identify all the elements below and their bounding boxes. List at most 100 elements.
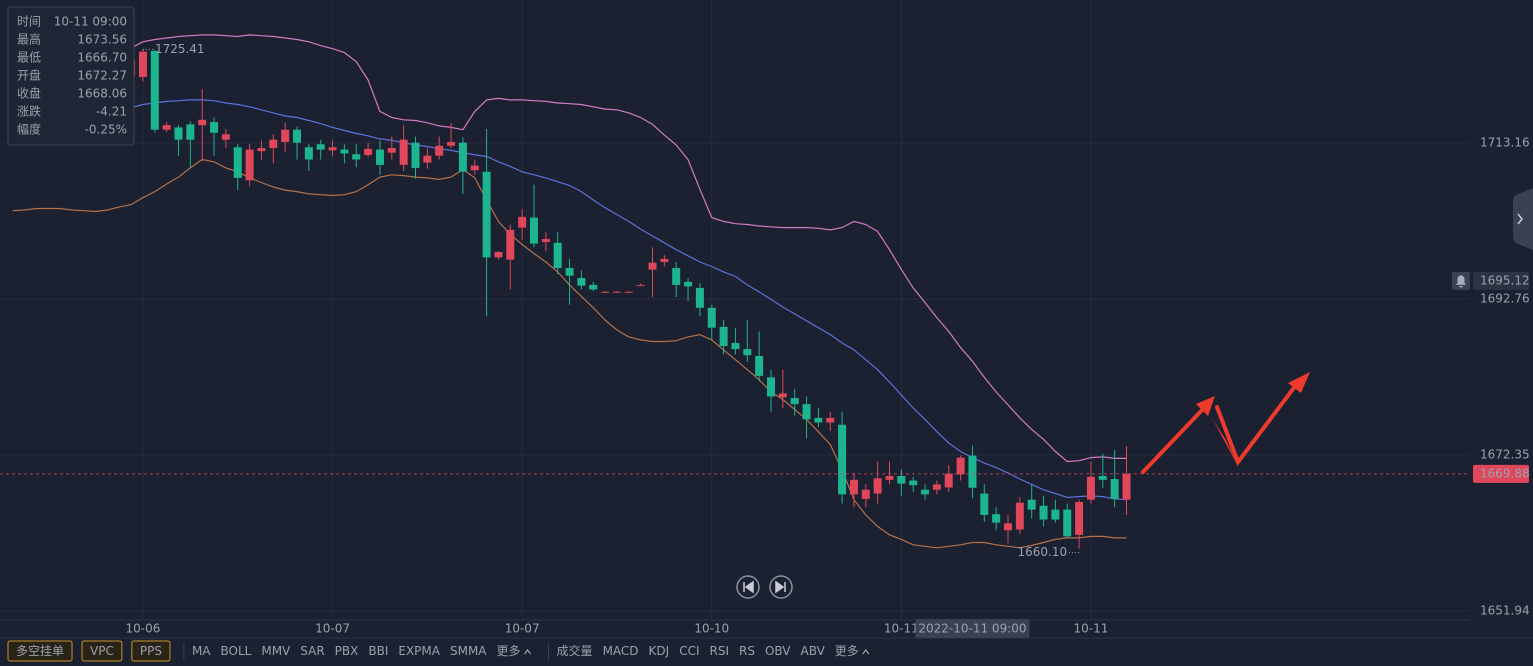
indicator-button[interactable]: BBI [368,644,388,658]
candle-body [731,342,740,350]
candle-body [304,147,313,160]
candle-body [873,478,882,494]
candle-body [767,377,775,397]
indicator-button[interactable]: CCI [679,644,699,658]
candle-body [885,475,894,480]
indicator-button[interactable]: SAR [300,644,324,658]
candle-body [470,165,479,171]
indicator-button[interactable]: MACD [603,644,639,658]
info-value: 1673.56 [77,33,127,47]
candle-body [162,125,171,130]
candle-body [1015,502,1024,530]
info-label: 开盘 [17,68,41,83]
side-panel-tab[interactable] [1513,188,1533,250]
info-value: 10-11 09:00 [54,15,127,29]
indicator-button[interactable]: OBV [765,644,791,658]
candle-body [778,393,787,398]
info-value: 1672.27 [77,69,127,83]
y-tick-label: 1713.16 [1480,136,1530,150]
x-tick-label: 10-10 [694,622,729,636]
toolbar: 多空挂单 VPC PPS MA BOLL MMV SAR PBX BBI EXPMA SMMA 更多 成… [7,640,870,662]
caret-icon [862,649,870,655]
candle-body [482,171,491,258]
info-label: 幅度 [17,122,41,137]
indicator-button[interactable]: ABV [801,644,826,658]
candle-body [601,291,610,293]
candle-body [553,242,562,269]
indicator-button[interactable]: 更多 [835,644,859,658]
y-tick-label: 1672.35 [1480,447,1530,461]
side-panel-icon [1517,213,1523,225]
alert-price-label: 1695.12 [1480,273,1530,287]
last-price-tag [1473,464,1529,483]
indicator-button[interactable]: EXPMA [398,644,440,658]
candle-body [328,147,337,151]
info-label: 最高 [17,32,41,47]
candle-body [423,155,432,163]
prev-button[interactable] [736,575,760,599]
candle-body [790,398,799,405]
annotation-arrows [1141,383,1298,474]
candle-body [1122,473,1131,500]
candle-body [530,217,538,244]
toolbar-button[interactable] [131,640,171,662]
playback-controls [736,575,793,599]
candle-body [435,145,444,156]
candle-body [684,281,693,287]
crosshair-label-bg [915,619,1030,638]
candle-body [992,514,1001,523]
candle-body [755,355,764,376]
candle-body [1039,505,1048,520]
arrow-line [1215,383,1298,467]
info-value: -0.25% [85,123,127,137]
candle-body [743,349,752,356]
toolbar-button-label: 多空挂单 [16,644,64,658]
info-value: 1666.70 [77,51,127,65]
alert-icon [1456,275,1466,288]
candle-body [221,134,230,140]
candle-body [932,484,941,490]
indicator-button[interactable]: RSI [710,644,730,658]
indicator-button[interactable]: 成交量 [557,643,593,658]
prev-icon [743,580,754,594]
toolbar-button[interactable] [81,640,123,662]
indicator-button[interactable]: BOLL [221,644,252,658]
candle-body [956,457,965,475]
toolbar-button[interactable] [7,640,73,662]
candle-body [411,142,420,168]
candle-body [506,229,515,260]
next-icon [775,580,786,594]
info-label: 涨跌 [17,104,41,119]
alert-price-tag [1473,271,1529,290]
indicator-button[interactable]: MMV [261,644,291,658]
candle-body [233,147,242,178]
y-tick-label: 1651.94 [1480,603,1530,617]
candle-body [660,258,669,262]
candle-body [944,473,953,488]
candle-body [352,154,361,160]
info-rows: 时间 10-11 09:00 最高 1673.56 最低 1666.70 开盘 1672.27… [17,15,127,137]
indicator-button[interactable]: KDJ [649,644,670,658]
indicator-button[interactable]: PBX [335,644,359,658]
candle-body [375,149,384,165]
candle-body [636,284,645,286]
info-label: 收盘 [17,86,41,101]
indicator-button[interactable]: SMMA [450,644,487,658]
candle-body [1098,475,1107,480]
indicator-button[interactable]: RS [739,644,755,658]
candle-body [1051,509,1060,520]
indicator-button[interactable]: MA [192,644,211,658]
candle-body [624,291,633,293]
max-label: 1725.41 [155,42,205,56]
caret-icon [524,649,531,655]
next-button[interactable] [769,575,793,599]
candle-body [245,149,254,181]
candle-body [1027,499,1036,510]
info-value: 1668.06 [77,87,127,101]
crosshair-label: 2022-10-11 09:00 [918,622,1026,636]
candle-body [1004,523,1012,531]
indicator-button[interactable]: 更多 [497,644,521,658]
x-tick-label: 10-07 [505,622,540,636]
arrow-head [1212,418,1239,468]
